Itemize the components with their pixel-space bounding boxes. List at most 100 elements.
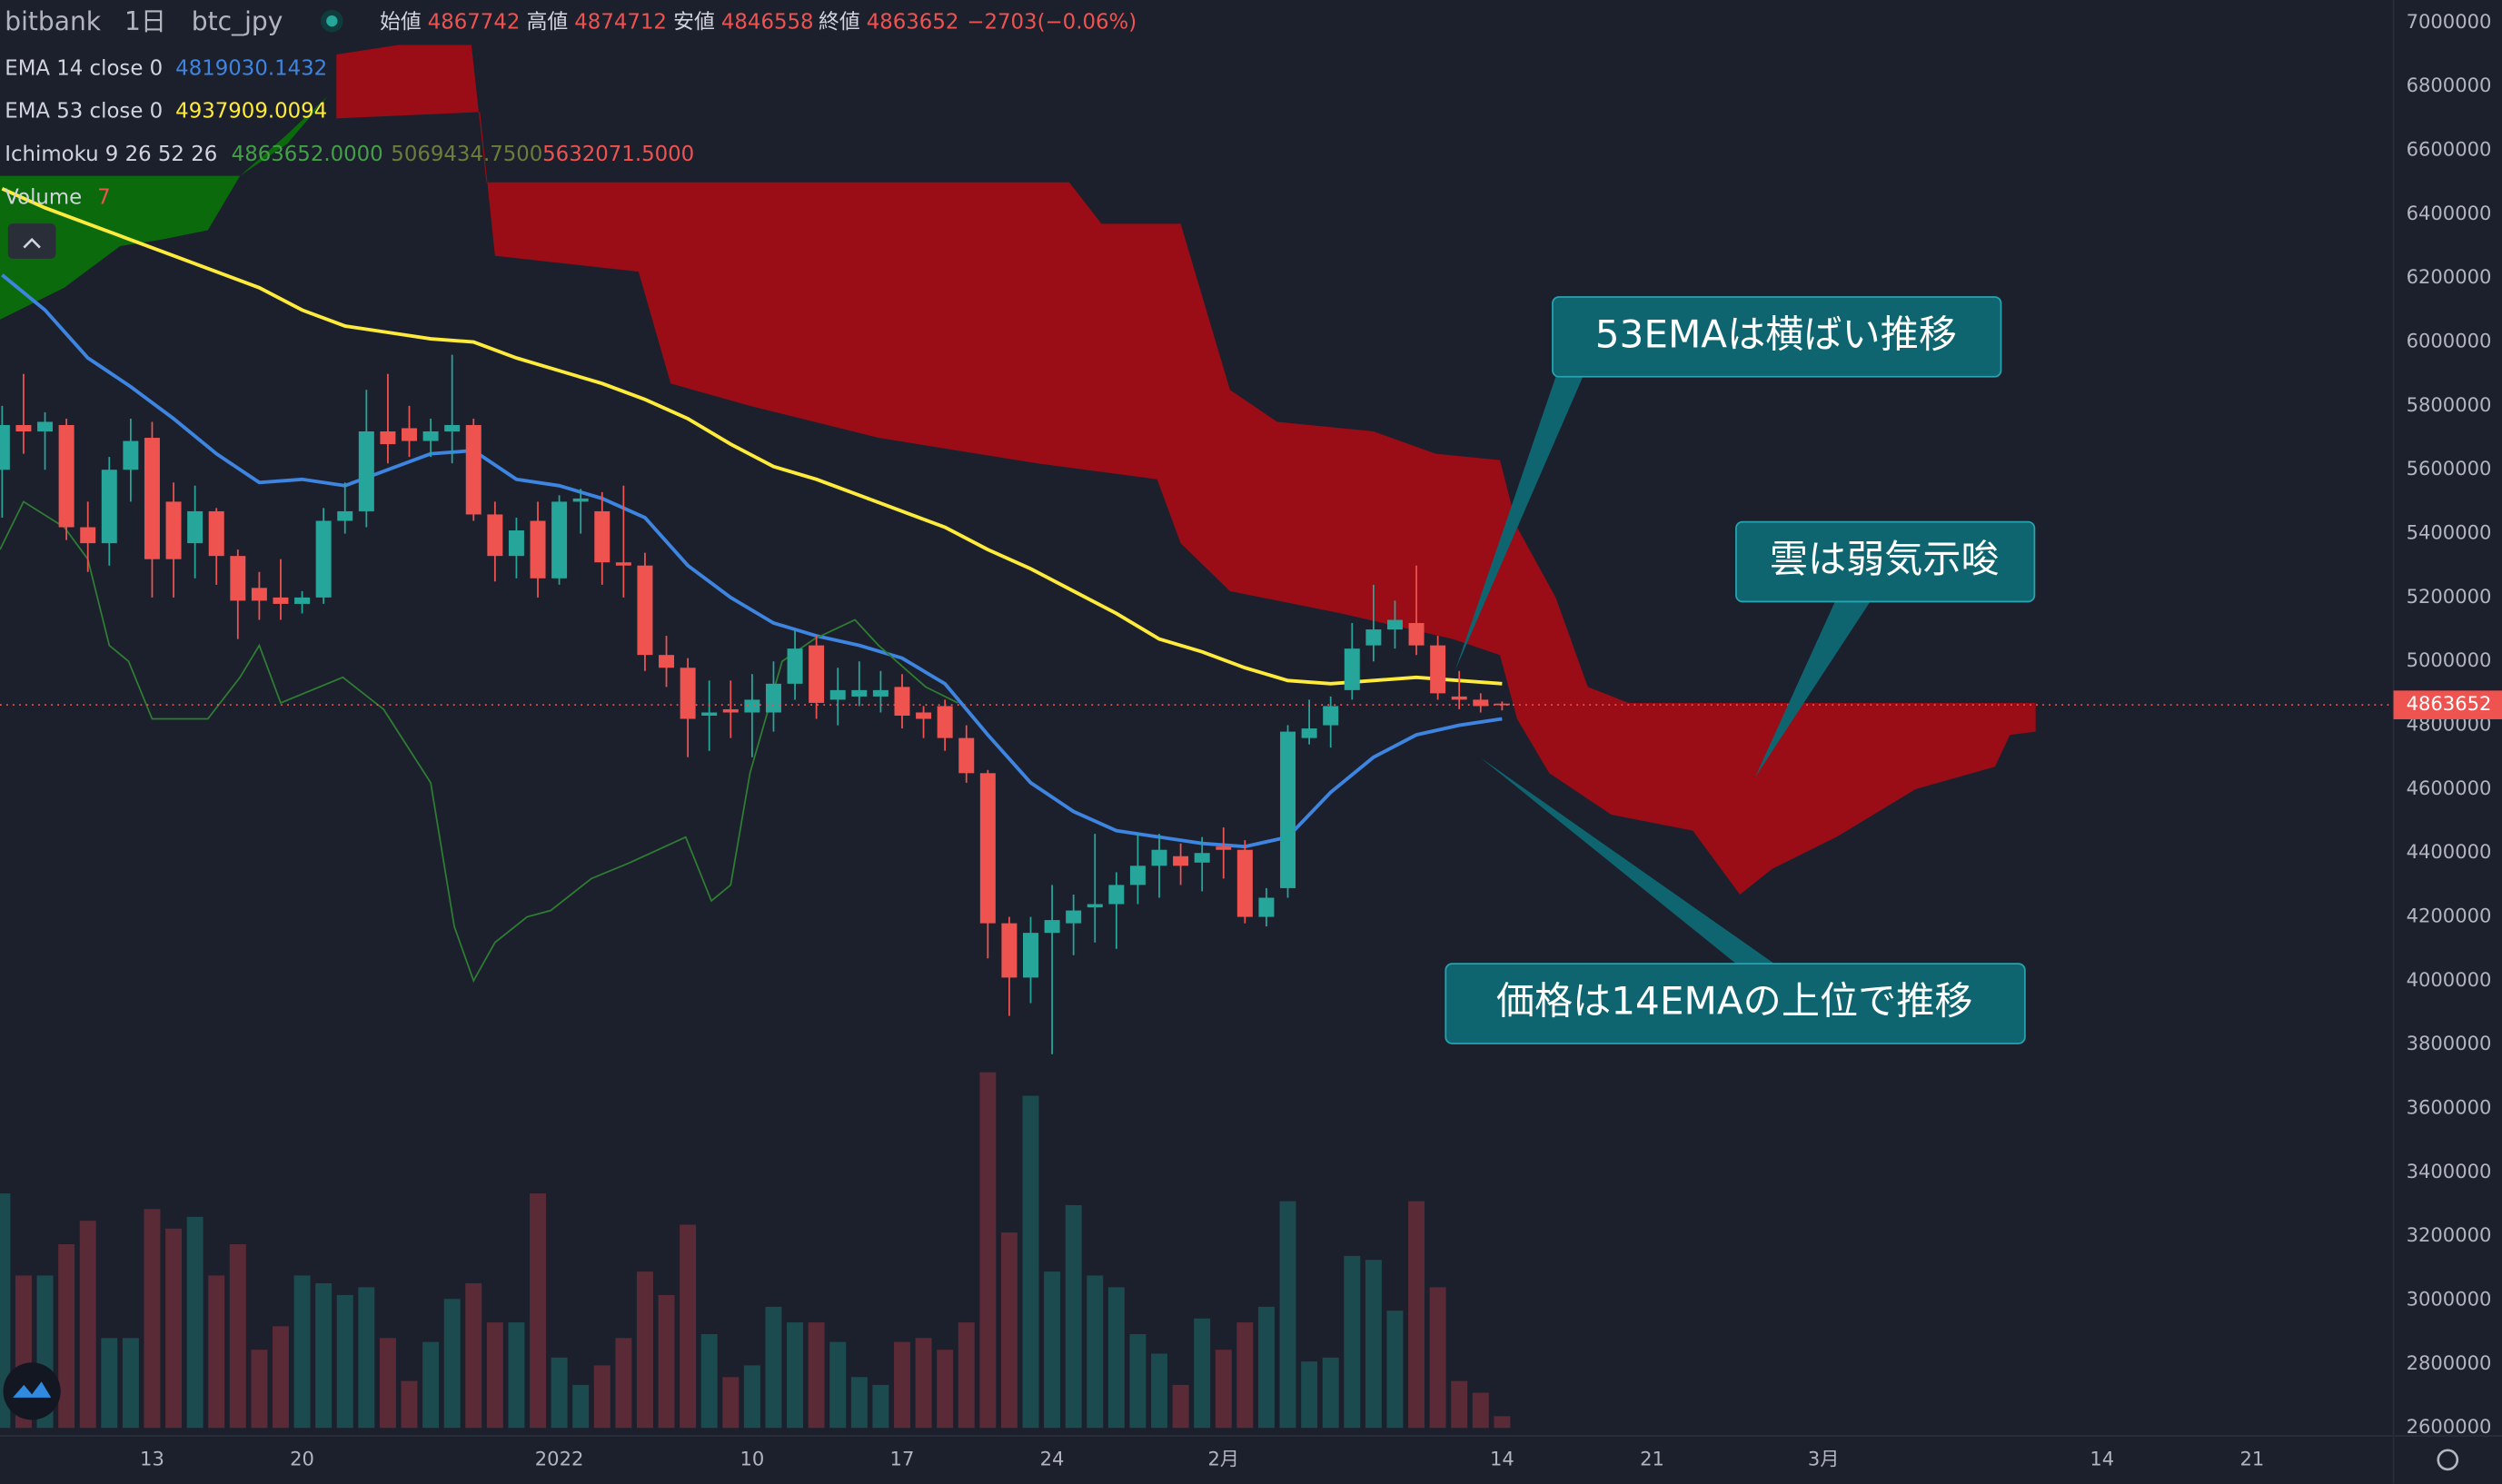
volume-bar bbox=[636, 1271, 653, 1429]
indicator-line bbox=[1, 273, 1503, 849]
ohlc-value: 4846558 bbox=[721, 10, 814, 34]
candle-body bbox=[1451, 696, 1467, 700]
callout-text: 雲は弱気示唆 bbox=[1770, 537, 2000, 581]
candle-body bbox=[1194, 853, 1210, 863]
volume-bar bbox=[1022, 1095, 1039, 1429]
candle-body bbox=[1473, 699, 1489, 707]
candle-body bbox=[1258, 897, 1275, 917]
volume-bar bbox=[122, 1338, 139, 1429]
volume-bar bbox=[787, 1322, 804, 1429]
volume-bar bbox=[1215, 1350, 1232, 1429]
ohlc-label: 安値 bbox=[673, 10, 715, 34]
candle-body bbox=[1044, 920, 1060, 934]
volume-bar bbox=[101, 1338, 118, 1429]
indicator-name: EMA 53 close 0 bbox=[5, 100, 163, 124]
callout-box bbox=[1735, 520, 2036, 603]
volume-bar bbox=[915, 1338, 932, 1429]
candle-body bbox=[722, 708, 739, 713]
volume-bar bbox=[315, 1283, 333, 1429]
volume-bar bbox=[1129, 1333, 1147, 1429]
callout-text: 53EMAは横ばい推移 bbox=[1595, 312, 1957, 356]
volume-bar bbox=[1236, 1322, 1254, 1429]
y-tick-label: 3400000 bbox=[2407, 1160, 2492, 1182]
ichimoku-cloud bbox=[0, 95, 328, 320]
candle-body bbox=[1386, 619, 1403, 630]
candle-body bbox=[530, 520, 546, 579]
volume-bar bbox=[593, 1365, 611, 1429]
ohlc-value: 4867742 bbox=[428, 10, 521, 34]
candle-body bbox=[1280, 731, 1296, 888]
y-tick-label: 5800000 bbox=[2407, 393, 2492, 416]
indicator-value: 5069434.7500 bbox=[391, 143, 542, 166]
x-tick-label: 10 bbox=[740, 1447, 764, 1469]
legend: bitbank 1日 btc_jpy 始値 4867742 高値 4874712 安値 4… bbox=[5, 6, 1137, 259]
candle-body bbox=[465, 424, 482, 515]
candle-body bbox=[1001, 923, 1018, 978]
volume-bar bbox=[165, 1228, 183, 1429]
volume-bar bbox=[1044, 1271, 1061, 1429]
volume-bar bbox=[1087, 1275, 1104, 1429]
settings-button[interactable] bbox=[2437, 1449, 2459, 1471]
volume-bar bbox=[443, 1299, 461, 1429]
candle-body bbox=[380, 431, 396, 445]
candle-body bbox=[637, 565, 653, 656]
volume-bar bbox=[872, 1384, 889, 1429]
y-tick-label: 2800000 bbox=[2407, 1351, 2492, 1374]
volume-bar bbox=[1472, 1392, 1489, 1429]
candle-body bbox=[187, 510, 204, 544]
y-tick-label: 6000000 bbox=[2407, 330, 2492, 352]
volume-bar bbox=[1257, 1306, 1275, 1429]
volume-bar bbox=[465, 1283, 482, 1429]
candle-body bbox=[508, 530, 524, 557]
ohlc-label: 高値 bbox=[527, 10, 569, 34]
candle-body bbox=[809, 645, 825, 703]
volume-bar bbox=[894, 1341, 910, 1429]
volume-bar bbox=[79, 1221, 96, 1429]
volume-bar bbox=[1107, 1287, 1125, 1429]
ohlc-value: 4874712 bbox=[574, 10, 667, 34]
x-tick-label: 2022 bbox=[535, 1447, 584, 1469]
candle-body bbox=[1301, 728, 1317, 738]
candle-body bbox=[444, 424, 461, 432]
ohlc-label: 終値 bbox=[819, 10, 860, 34]
candle-body bbox=[851, 689, 868, 697]
candle-body bbox=[572, 498, 589, 502]
plot-area bbox=[0, 45, 2394, 1429]
volume-bar bbox=[336, 1294, 353, 1429]
candle-body bbox=[659, 655, 675, 668]
volume-bar bbox=[273, 1326, 289, 1429]
x-tick-label: 20 bbox=[290, 1447, 314, 1469]
candle-body bbox=[58, 424, 74, 528]
y-tick-label: 5200000 bbox=[2407, 585, 2492, 608]
indicator-line bbox=[0, 500, 958, 984]
collapse-icon bbox=[23, 237, 41, 249]
callout-box bbox=[1445, 963, 2026, 1044]
candle-body bbox=[1151, 849, 1167, 866]
candle-body bbox=[487, 514, 503, 557]
candle-body bbox=[1365, 629, 1382, 646]
candle-body bbox=[937, 706, 953, 738]
volume-bar bbox=[1301, 1361, 1318, 1429]
y-tick-label: 7000000 bbox=[2407, 10, 2492, 33]
indicator-name: EMA 14 close 0 bbox=[5, 56, 163, 80]
logo[interactable] bbox=[3, 1362, 61, 1420]
x-tick-label: 21 bbox=[2239, 1447, 2264, 1469]
candle-body bbox=[1173, 856, 1189, 866]
candle-body bbox=[1236, 849, 1253, 917]
volume-bar bbox=[1194, 1318, 1211, 1429]
volume-bar bbox=[680, 1224, 697, 1429]
candle-body bbox=[144, 438, 160, 559]
volume-bar bbox=[530, 1193, 546, 1429]
volume-bar bbox=[229, 1243, 246, 1429]
indicator-value: 7 bbox=[97, 186, 111, 210]
candle-body bbox=[829, 689, 846, 700]
candle-body bbox=[1494, 703, 1510, 706]
candle-body bbox=[251, 588, 267, 601]
logo-icon bbox=[13, 1381, 52, 1398]
candle-body bbox=[273, 597, 289, 604]
candle-body bbox=[358, 431, 374, 511]
indicator-value: 4863652.0000 bbox=[232, 143, 383, 166]
callout-pointer bbox=[1480, 757, 1775, 965]
candle-body bbox=[101, 470, 117, 544]
